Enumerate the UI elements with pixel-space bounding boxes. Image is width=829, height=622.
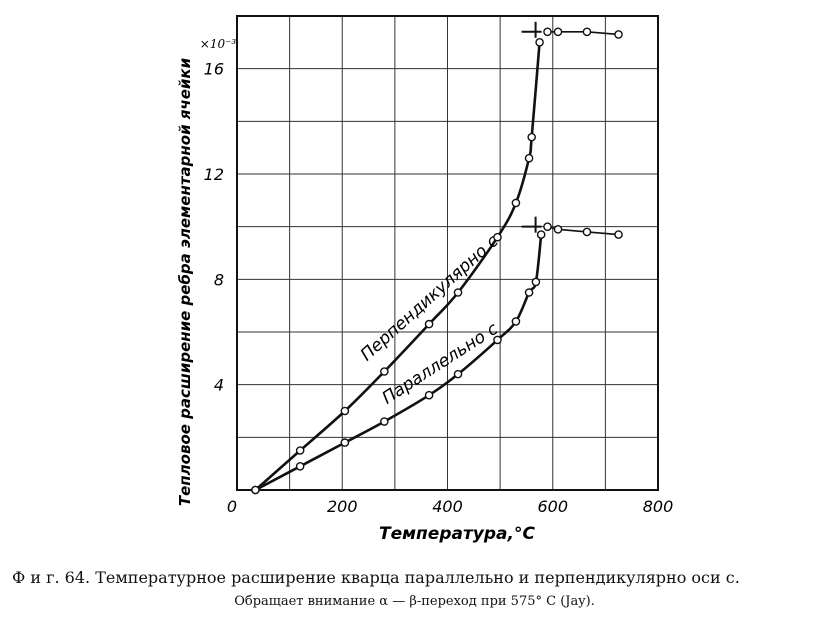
data-point [453, 369, 463, 379]
data-point [543, 27, 552, 37]
data-point [553, 224, 563, 234]
x-tick-label: 0 [227, 497, 237, 516]
x-tick-label: 600 [537, 497, 568, 516]
x-axis-label: Температура,°С [379, 524, 535, 544]
transition-marks [521, 21, 542, 233]
grid [237, 16, 658, 490]
curves [254, 30, 619, 492]
series-curve-flat [547, 30, 619, 36]
data-point [582, 227, 592, 237]
data-point [295, 461, 305, 471]
data-point [493, 335, 502, 345]
data-point [295, 446, 305, 455]
data-point [380, 367, 389, 376]
data-point [453, 288, 463, 297]
data-point [543, 222, 552, 231]
data-point [340, 438, 350, 447]
data-point [536, 230, 546, 239]
data-point [531, 277, 541, 287]
data-point [527, 132, 537, 142]
data-point [535, 38, 544, 47]
data-point [340, 406, 350, 416]
data-point [380, 417, 389, 426]
data-point [582, 27, 592, 37]
data-points [251, 27, 623, 495]
chart: 0 200 400 600 800 4 8 12 16 ×10⁻³ Температура,°С… [176, 15, 674, 544]
data-point [251, 485, 260, 495]
tick-labels: 0 200 400 600 800 4 8 12 16 [204, 60, 674, 516]
series-curve-flat [547, 225, 619, 236]
figure-caption-note: Обращает внимание α — β-переход при 575°… [234, 594, 595, 609]
x-tick-label: 200 [327, 497, 358, 516]
y-tick-label: 8 [214, 270, 224, 289]
data-point [511, 198, 521, 208]
x-tick-label: 400 [432, 497, 463, 516]
y-multiplier: ×10⁻³ [200, 37, 237, 51]
x-tick-label: 800 [643, 497, 674, 516]
series-curve-rise [254, 42, 541, 491]
data-point [424, 319, 434, 329]
data-point [511, 317, 521, 326]
y-axis-label: Тепловое расширение ребра элементарной я… [176, 57, 194, 506]
y-tick-label: 12 [204, 165, 224, 184]
data-point [424, 390, 434, 400]
data-point [493, 232, 502, 242]
figure-caption: Ф и г. 64. Температурное расширение квар… [12, 568, 740, 587]
data-point [553, 27, 563, 37]
y-tick-label: 16 [204, 60, 224, 79]
data-point [614, 230, 623, 239]
y-tick-label: 4 [214, 376, 224, 395]
data-point [524, 153, 534, 163]
data-point [614, 30, 623, 39]
plot-frame [236, 15, 659, 491]
data-point [524, 288, 534, 297]
